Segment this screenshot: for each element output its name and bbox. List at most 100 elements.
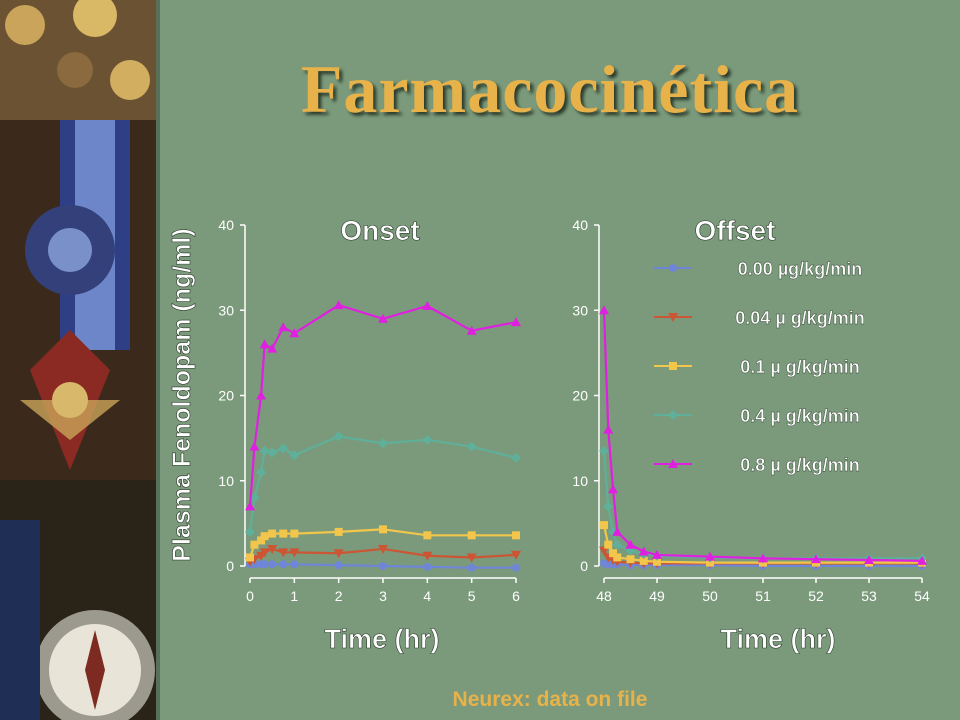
data-point: [613, 553, 622, 562]
data-point: [612, 539, 623, 550]
data-point: [333, 300, 344, 310]
x-tick-label: 51: [755, 588, 771, 604]
legend-marker: [669, 362, 677, 370]
data-point: [378, 438, 388, 449]
data-point: [423, 562, 432, 571]
data-point: [511, 452, 521, 463]
x-tick-label: 49: [649, 588, 665, 604]
data-point: [604, 540, 613, 549]
y-tick-label: 0: [226, 558, 234, 574]
x-tick-label: 6: [512, 588, 520, 604]
x-tick-label: 48: [596, 588, 612, 604]
x-axis-label: Time (hr): [720, 624, 835, 654]
legend-marker: [668, 313, 678, 322]
chart-title: Offset: [695, 215, 776, 246]
data-point: [268, 529, 277, 538]
data-point: [246, 553, 254, 562]
data-point: [267, 343, 278, 353]
x-tick-label: 50: [702, 588, 718, 604]
data-point: [290, 529, 299, 538]
data-point: [864, 555, 874, 565]
data-point: [917, 555, 927, 565]
data-point: [512, 531, 520, 540]
data-point: [603, 501, 614, 512]
data-point: [378, 313, 388, 323]
data-point: [603, 424, 614, 434]
data-point: [653, 557, 661, 566]
data-point: [289, 450, 300, 461]
data-point: [256, 390, 267, 400]
data-point: [259, 339, 270, 349]
data-point: [511, 550, 521, 560]
data-point: [467, 563, 476, 572]
legend-label: 0.8 µ g/kg/min: [740, 455, 859, 475]
slide-title: Farmacocinética: [300, 51, 800, 127]
data-point: [245, 501, 255, 511]
data-point: [290, 560, 299, 569]
data-point: [625, 539, 636, 549]
data-point: [257, 536, 266, 545]
data-point: [259, 445, 270, 456]
data-point: [609, 549, 618, 558]
data-point: [612, 526, 623, 536]
data-point: [466, 553, 477, 563]
data-point: [422, 434, 433, 445]
x-tick-label: 1: [290, 588, 298, 604]
legend-label: 0.1 µ g/kg/min: [740, 357, 859, 377]
data-point: [278, 443, 289, 454]
data-point: [422, 300, 433, 310]
x-tick-label: 3: [379, 588, 387, 604]
data-point: [334, 527, 343, 536]
data-point: [278, 548, 289, 558]
y-tick-label: 30: [572, 302, 588, 318]
y-tick-label: 0: [580, 558, 588, 574]
data-point: [626, 555, 635, 564]
x-tick-label: 53: [861, 588, 877, 604]
y-axis-label: Plasma Fenoldopam (ng/ml): [168, 228, 196, 561]
y-tick-label: 40: [572, 217, 588, 233]
y-tick-label: 10: [572, 473, 588, 489]
legend-marker: [668, 410, 678, 420]
data-point: [422, 551, 433, 561]
data-point: [467, 531, 476, 540]
legend-label: 0.04 µ g/kg/min: [735, 308, 864, 328]
data-point: [289, 328, 300, 338]
data-point: [608, 484, 619, 494]
data-point: [249, 492, 260, 503]
data-point: [378, 544, 388, 554]
x-tick-label: 5: [468, 588, 476, 604]
data-point: [250, 540, 259, 549]
data-point: [267, 447, 278, 458]
data-point: [260, 560, 269, 569]
legend-label: 0.4 µ g/kg/min: [740, 406, 859, 426]
data-point: [279, 529, 288, 538]
data-point: [600, 521, 608, 530]
data-point: [811, 554, 821, 564]
x-tick-label: 54: [914, 588, 930, 604]
x-tick-label: 0: [246, 588, 254, 604]
data-point: [267, 544, 278, 554]
y-tick-label: 40: [218, 217, 234, 233]
data-point: [289, 548, 300, 558]
data-point: [512, 563, 520, 572]
data-point: [268, 560, 277, 569]
series-line: [602, 310, 923, 562]
data-point: [379, 525, 387, 534]
y-tick-label: 20: [218, 388, 234, 404]
decorative-medal-collage: [0, 0, 160, 720]
x-tick-label: 4: [423, 588, 431, 604]
x-tick-label: 52: [808, 588, 824, 604]
x-axis-label: Time (hr): [324, 624, 439, 654]
data-point: [705, 551, 715, 561]
data-point: [256, 467, 267, 478]
data-point: [379, 562, 387, 570]
y-tick-label: 10: [218, 473, 234, 489]
data-point: [466, 441, 477, 452]
data-point: [639, 556, 648, 565]
y-tick-label: 30: [218, 302, 234, 318]
data-point: [245, 526, 255, 537]
data-point: [423, 531, 432, 540]
x-tick-label: 2: [335, 588, 343, 604]
series-line: [248, 435, 517, 533]
